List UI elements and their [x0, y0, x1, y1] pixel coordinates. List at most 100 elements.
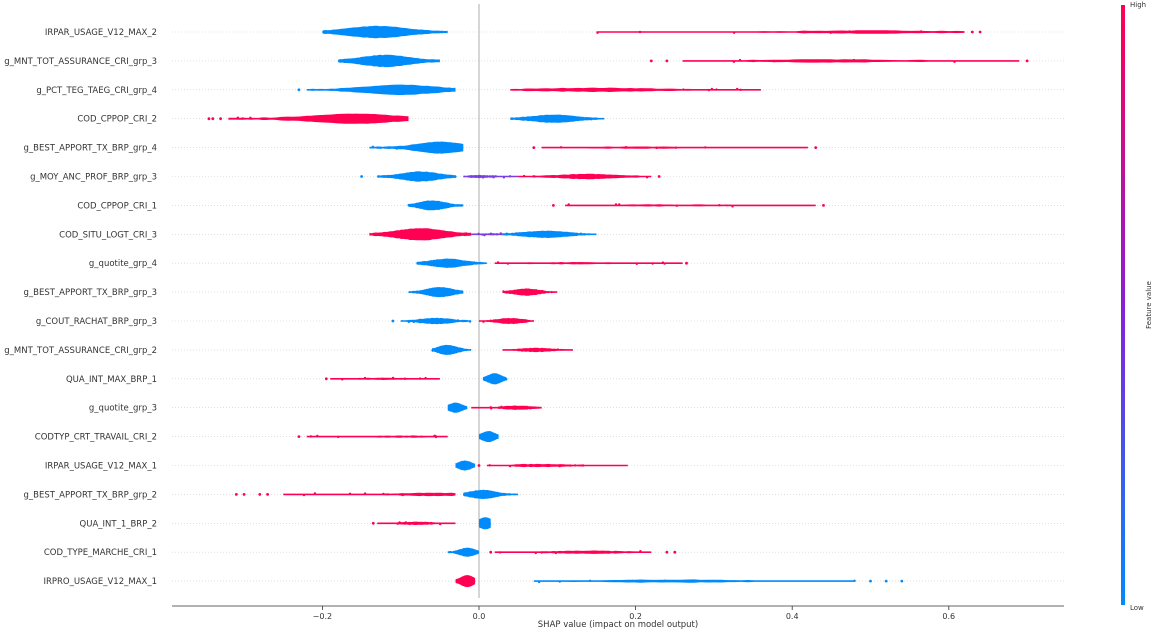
beeswarm-point	[848, 30, 851, 33]
beeswarm-point	[498, 377, 501, 381]
beeswarm-point	[452, 291, 455, 295]
beeswarm-point	[558, 580, 561, 583]
beeswarm-point	[554, 551, 558, 555]
beeswarm-point	[540, 551, 543, 554]
beeswarm-point	[493, 377, 497, 380]
beeswarm-density-low	[322, 25, 448, 39]
beeswarm-point	[715, 88, 718, 91]
beeswarm-point	[381, 233, 385, 237]
beeswarm-density-high	[494, 262, 683, 265]
beeswarm-point	[350, 59, 353, 63]
beeswarm-point	[408, 522, 411, 526]
beeswarm-point	[249, 116, 252, 120]
beeswarm-point	[529, 349, 532, 352]
outlier-point	[532, 146, 536, 150]
colorbar-gradient	[1121, 5, 1125, 605]
beeswarm-point	[545, 349, 548, 352]
beeswarm-point	[407, 320, 410, 324]
x-tick-label: 0.4	[786, 612, 799, 621]
beeswarm-density-low	[432, 344, 472, 355]
outlier-point	[489, 550, 493, 554]
beeswarm-density-high	[455, 574, 476, 588]
beeswarm-point	[852, 58, 856, 62]
beeswarm-point	[508, 175, 512, 178]
beeswarm-point	[395, 147, 398, 150]
feature-label: g_BEST_APPORT_TX_BRP_grp_3	[24, 288, 158, 298]
beeswarm-point	[488, 522, 492, 525]
beeswarm-point	[391, 376, 395, 380]
beeswarm-point	[477, 232, 480, 235]
beeswarm-point	[614, 551, 618, 554]
x-tick-label: −0.2	[313, 612, 332, 621]
beeswarm-point	[707, 88, 710, 92]
outlier-point	[685, 261, 688, 265]
feature-label: g_PCT_TEG_TAEG_CRI_grp_4	[36, 86, 157, 96]
beeswarm-point	[588, 579, 592, 582]
beeswarm-point	[302, 493, 306, 497]
beeswarm-point	[458, 407, 461, 410]
beeswarm-point	[953, 60, 956, 63]
beeswarm-point	[638, 30, 642, 34]
x-axis-title: SHAP value (impact on model output)	[538, 620, 698, 630]
x-tick-label: 0.0	[473, 612, 486, 621]
beeswarm-point	[463, 493, 466, 496]
beeswarm-point	[605, 174, 608, 178]
beeswarm-density-low	[408, 287, 464, 298]
feature-label: COD_CPPOP_CRI_1	[77, 201, 157, 211]
beeswarm-density-low	[510, 114, 605, 123]
beeswarm-density-mid	[463, 174, 519, 179]
beeswarm-point	[455, 464, 459, 467]
beeswarm-point	[532, 175, 535, 178]
row-gridlines	[172, 31, 1064, 582]
beeswarm-point	[353, 60, 357, 63]
beeswarm-point	[494, 435, 498, 438]
outlier-point	[242, 493, 246, 496]
beeswarm-point	[492, 176, 495, 179]
beeswarm-point	[732, 60, 736, 63]
outlier-point	[869, 579, 872, 583]
beeswarm-point	[483, 435, 486, 438]
beeswarm-point	[289, 116, 292, 120]
beeswarm-point	[567, 203, 570, 206]
beeswarm-point	[489, 319, 492, 322]
beeswarm-point	[773, 60, 776, 63]
beeswarm-point	[460, 406, 464, 409]
feature-label: IRPAR_USAGE_V12_MAX_2	[45, 28, 157, 38]
beeswarm-point	[393, 60, 396, 63]
beeswarm-point	[454, 290, 458, 293]
feature-label: g_COUT_RACHAT_BRP_grp_3	[36, 317, 157, 327]
beeswarm-point	[541, 289, 544, 293]
beeswarm-point	[552, 117, 555, 120]
outlier-point	[822, 204, 825, 207]
beeswarm-point	[453, 175, 456, 178]
outlier-point	[884, 579, 888, 583]
feature-label: g_BEST_APPORT_TX_BRP_grp_2	[24, 490, 158, 500]
beeswarm-density-low	[447, 402, 468, 413]
beeswarm-point	[462, 464, 465, 467]
beeswarm-point	[579, 232, 582, 235]
beeswarm-density-low	[408, 200, 464, 211]
beeswarm-point	[448, 347, 451, 351]
beeswarm-point	[454, 348, 458, 351]
beeswarm-point	[568, 118, 571, 121]
beeswarm-point	[496, 261, 500, 264]
beeswarm-density-high	[471, 405, 542, 410]
outlier-point	[297, 435, 301, 438]
outlier-point	[1025, 59, 1029, 63]
outlier-point	[657, 175, 661, 178]
beeswarm-density-high	[502, 347, 573, 353]
feature-label: IRPAR_USAGE_V12_MAX_1	[45, 462, 157, 472]
feature-label: g_quotite_grp_4	[89, 259, 157, 269]
beeswarm-point	[437, 30, 440, 34]
beeswarm-point	[829, 31, 832, 34]
beeswarm-point	[382, 492, 385, 496]
outlier-point	[371, 521, 375, 525]
beeswarm-point	[554, 233, 557, 236]
feature-label: g_quotite_grp_3	[89, 404, 157, 414]
outlier-point	[552, 204, 555, 207]
feature-label: COD_SITU_LOGT_CRI_3	[59, 230, 157, 240]
beeswarm-point	[505, 378, 508, 381]
beeswarm-point	[404, 521, 407, 524]
beeswarm-density-high	[479, 317, 534, 325]
beeswarm-point	[506, 232, 509, 236]
